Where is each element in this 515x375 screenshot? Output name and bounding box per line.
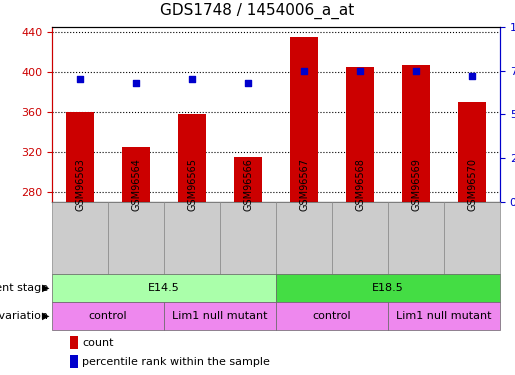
Bar [66,112,94,202]
Text: ▶: ▶ [42,311,49,321]
Text: GSM96564: GSM96564 [131,158,141,211]
Text: GSM96563: GSM96563 [75,158,85,211]
Text: E14.5: E14.5 [148,283,180,293]
Bar [388,202,444,274]
Bar [276,274,500,302]
Bar [402,65,430,202]
Bar [164,302,276,330]
Text: GDS1748 / 1454006_a_at: GDS1748 / 1454006_a_at [160,3,355,19]
Text: control: control [313,311,351,321]
Text: GSM96568: GSM96568 [355,158,365,211]
Text: percentile rank within the sample: percentile rank within the sample [82,357,270,366]
Bar [52,302,164,330]
Bar [70,336,78,349]
Point [412,68,420,74]
Text: control: control [89,311,127,321]
Bar [52,202,108,274]
Bar [346,67,374,202]
Bar [122,147,150,202]
Bar [444,202,500,274]
Text: ▶: ▶ [42,283,49,293]
Point [468,73,476,79]
Point [76,76,84,82]
Text: GSM96565: GSM96565 [187,158,197,211]
Text: GSM96569: GSM96569 [411,158,421,211]
Bar [276,302,388,330]
Text: E18.5: E18.5 [372,283,404,293]
Point [356,68,364,74]
Text: GSM96566: GSM96566 [243,158,253,211]
Bar [276,202,332,274]
Bar [290,37,318,202]
Bar [220,202,276,274]
Text: count: count [82,338,114,348]
Bar [234,157,262,202]
Bar [164,202,220,274]
Bar [70,355,78,368]
Point [132,80,140,86]
Bar [458,102,486,202]
Bar [388,302,500,330]
Bar [52,274,276,302]
Text: Lim1 null mutant: Lim1 null mutant [396,311,492,321]
Point [188,76,196,82]
Point [244,80,252,86]
Point [300,68,308,74]
Bar [178,114,206,202]
Bar [332,202,388,274]
Text: genotype/variation: genotype/variation [0,311,48,321]
Text: Lim1 null mutant: Lim1 null mutant [172,311,268,321]
Bar [108,202,164,274]
Text: development stage: development stage [0,283,48,293]
Text: GSM96567: GSM96567 [299,158,309,211]
Text: GSM96570: GSM96570 [467,158,477,211]
